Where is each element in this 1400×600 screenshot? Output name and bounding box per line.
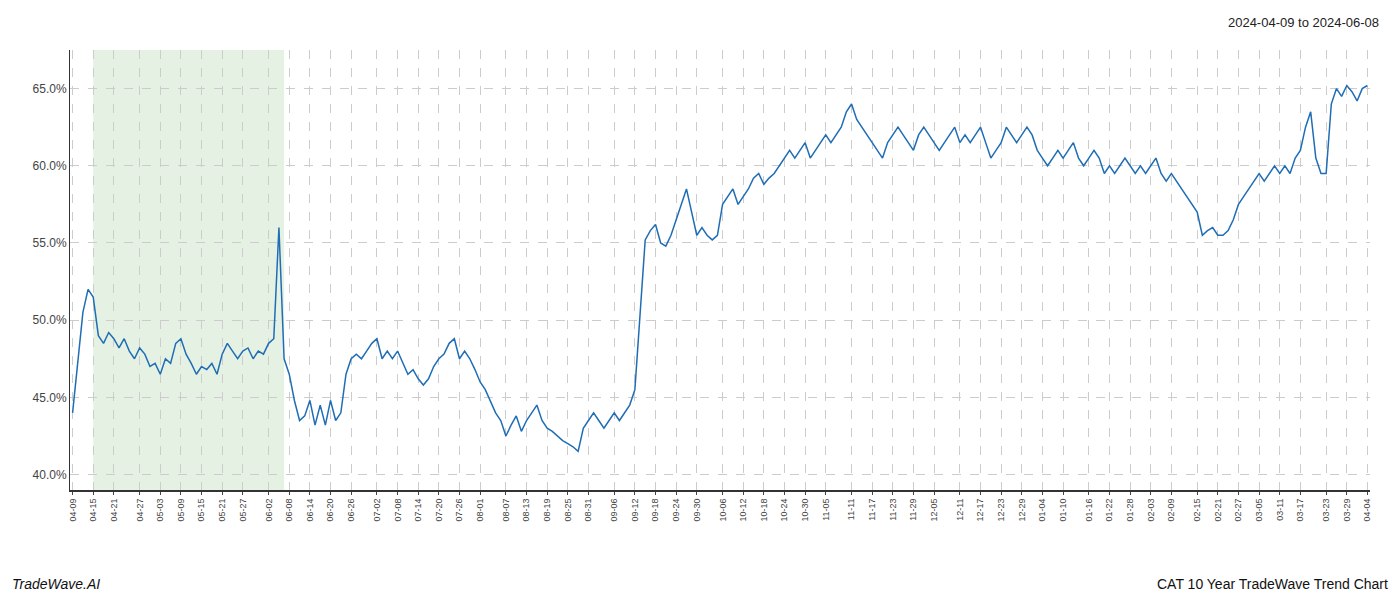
svg-text:03-17: 03-17 <box>1295 499 1305 522</box>
svg-text:04-15: 04-15 <box>88 499 98 522</box>
svg-text:06-02: 06-02 <box>264 499 274 522</box>
svg-text:08-07: 08-07 <box>501 499 511 522</box>
svg-text:10-30: 10-30 <box>800 499 810 522</box>
svg-text:10-24: 10-24 <box>779 499 789 522</box>
svg-text:CAT 10 Year TradeWave Trend Ch: CAT 10 Year TradeWave Trend Chart <box>1157 576 1388 592</box>
svg-text:08-13: 08-13 <box>521 499 531 522</box>
svg-text:TradeWave.AI: TradeWave.AI <box>12 576 100 592</box>
svg-text:07-26: 07-26 <box>454 499 464 522</box>
svg-text:12-11: 12-11 <box>955 499 965 521</box>
svg-text:05-09: 05-09 <box>176 499 186 522</box>
svg-text:09-30: 09-30 <box>692 499 702 522</box>
svg-text:02-27: 02-27 <box>1233 499 1243 522</box>
svg-text:07-08: 07-08 <box>393 499 403 522</box>
svg-text:04-21: 04-21 <box>109 499 119 522</box>
svg-text:05-27: 05-27 <box>238 499 248 522</box>
svg-text:01-16: 01-16 <box>1084 499 1094 522</box>
svg-text:03-29: 03-29 <box>1342 499 1352 522</box>
svg-text:45.0%: 45.0% <box>33 391 67 405</box>
svg-text:06-08: 06-08 <box>284 499 294 522</box>
svg-text:12-29: 12-29 <box>1017 499 1027 522</box>
svg-text:10-18: 10-18 <box>759 499 769 522</box>
svg-text:50.0%: 50.0% <box>33 313 67 327</box>
svg-text:2024-04-09 to 2024-06-08: 2024-04-09 to 2024-06-08 <box>1228 15 1379 30</box>
svg-text:06-26: 06-26 <box>346 499 356 522</box>
svg-text:02-15: 02-15 <box>1192 499 1202 522</box>
svg-text:07-02: 07-02 <box>372 499 382 522</box>
svg-text:01-28: 01-28 <box>1125 499 1135 522</box>
svg-text:03-05: 03-05 <box>1254 499 1264 522</box>
svg-text:11-11: 11-11 <box>846 499 856 521</box>
svg-text:07-20: 07-20 <box>434 499 444 522</box>
svg-text:04-04: 04-04 <box>1362 499 1372 522</box>
svg-text:12-17: 12-17 <box>975 499 985 522</box>
svg-text:04-27: 04-27 <box>135 499 145 522</box>
svg-text:08-01: 08-01 <box>475 499 485 522</box>
svg-text:05-21: 05-21 <box>217 499 227 522</box>
svg-text:08-19: 08-19 <box>542 499 552 522</box>
svg-text:55.0%: 55.0% <box>33 236 67 250</box>
svg-text:08-25: 08-25 <box>563 499 573 522</box>
svg-text:11-29: 11-29 <box>908 499 918 521</box>
svg-text:09-12: 09-12 <box>630 499 640 522</box>
svg-text:04-09: 04-09 <box>68 499 78 522</box>
svg-text:65.0%: 65.0% <box>33 82 67 96</box>
svg-text:11-23: 11-23 <box>888 499 898 521</box>
svg-text:02-03: 02-03 <box>1146 499 1156 522</box>
svg-text:05-03: 05-03 <box>155 499 165 522</box>
svg-text:01-10: 01-10 <box>1058 499 1068 522</box>
svg-text:02-09: 02-09 <box>1166 499 1176 522</box>
svg-text:12-05: 12-05 <box>929 499 939 522</box>
svg-text:02-21: 02-21 <box>1213 499 1223 522</box>
svg-text:12-23: 12-23 <box>996 499 1006 522</box>
svg-text:11-05: 11-05 <box>821 499 831 521</box>
svg-text:09-24: 09-24 <box>671 499 681 522</box>
svg-text:10-06: 10-06 <box>718 499 728 522</box>
svg-text:05-15: 05-15 <box>196 499 206 522</box>
svg-text:01-22: 01-22 <box>1104 499 1114 522</box>
svg-text:07-14: 07-14 <box>413 499 423 522</box>
svg-text:60.0%: 60.0% <box>33 159 67 173</box>
svg-text:09-18: 09-18 <box>650 499 660 522</box>
svg-text:01-04: 01-04 <box>1037 499 1047 522</box>
svg-text:03-23: 03-23 <box>1321 499 1331 522</box>
svg-text:03-11: 03-11 <box>1275 499 1285 521</box>
svg-text:09-06: 09-06 <box>609 499 619 522</box>
svg-text:06-20: 06-20 <box>325 499 335 522</box>
svg-text:06-14: 06-14 <box>305 499 315 522</box>
svg-text:10-12: 10-12 <box>738 499 748 522</box>
svg-text:11-17: 11-17 <box>867 499 877 521</box>
svg-text:40.0%: 40.0% <box>33 468 67 482</box>
svg-text:08-31: 08-31 <box>583 499 593 522</box>
